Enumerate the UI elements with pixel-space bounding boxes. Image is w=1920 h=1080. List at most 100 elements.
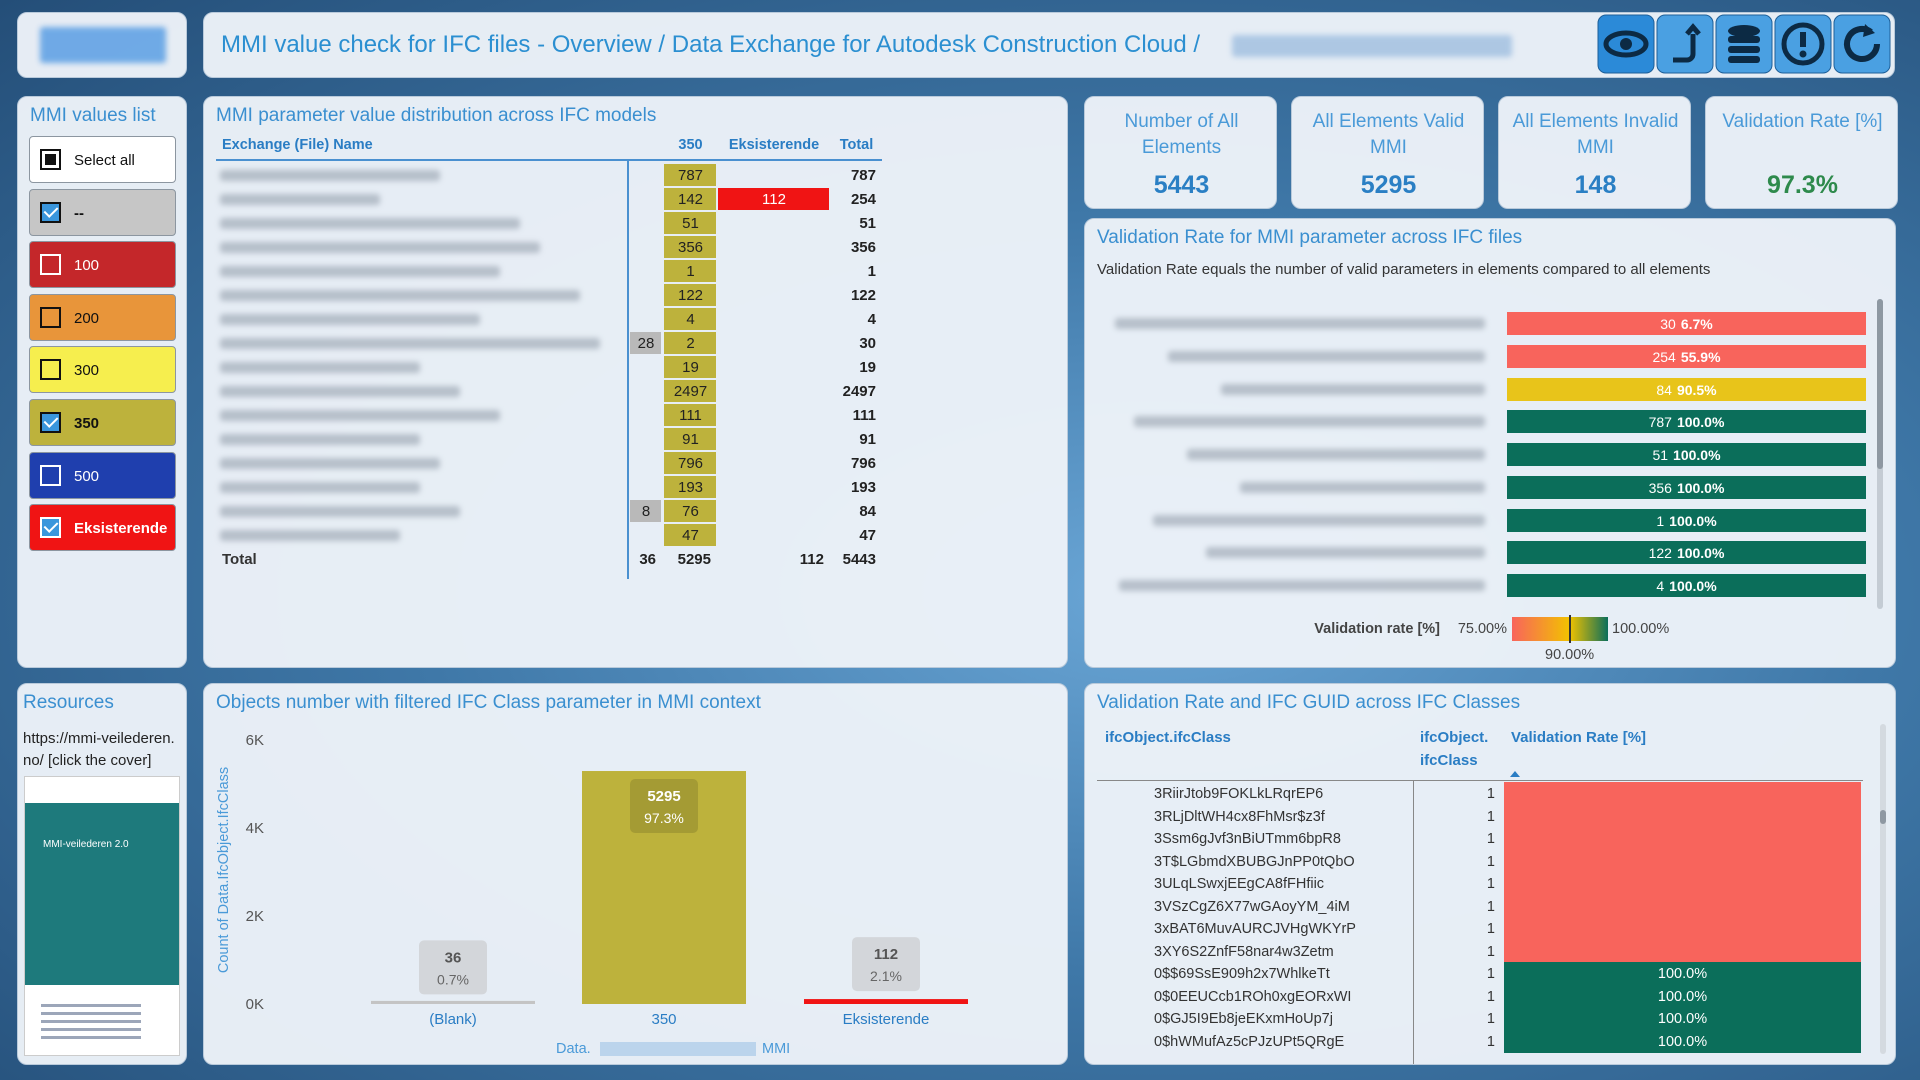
count-label: 787 (1648, 414, 1672, 431)
kpi-card: All Elements Valid MMI 5295 (1291, 96, 1484, 209)
x-axis-label: MMI (762, 1041, 790, 1057)
legend-mid: 90.00% (1545, 647, 1595, 663)
rate-bar: 30 6.7% (1507, 312, 1866, 335)
row-name-blur (1221, 383, 1485, 395)
bar-label: 30 6.7% (1507, 316, 1866, 332)
rate-label: 6.7% (1680, 316, 1713, 332)
slicer-item[interactable]: 350 (29, 399, 176, 446)
chart-title: Objects number with filtered IFC Class p… (216, 692, 761, 713)
data-label: 36 (445, 949, 462, 966)
rate-cell: 100.0% (1504, 1007, 1861, 1030)
cell-value: 1 (867, 263, 876, 280)
header-rule (1097, 780, 1863, 781)
plot: 0K 2K 4K 6K Count of Data.IfcObject.IfcClass… (216, 732, 968, 1057)
row-name-blur (220, 314, 480, 325)
count: 1 (1486, 898, 1495, 915)
count-label: 1 (1656, 512, 1665, 529)
icon-database[interactable] (1715, 14, 1773, 74)
matrix-cell (664, 356, 716, 378)
checkbox (40, 149, 61, 170)
rate-label: 100.0% (1676, 545, 1725, 562)
rate-cell (1504, 917, 1861, 940)
cell-value: 796 (850, 455, 876, 472)
guid: 0$hWMufAz5cPJzUPt5QRgE (1154, 1033, 1345, 1050)
column-rule (627, 159, 629, 579)
icon-info[interactable] (1774, 14, 1832, 74)
matrix-title: MMI parameter value distribution across … (216, 105, 657, 126)
cell-value: 51 (859, 215, 876, 232)
matrix-cell (664, 260, 716, 282)
scroll-thumb (1877, 299, 1883, 469)
slicer-item[interactable]: 200 (29, 293, 176, 341)
legend-min: 75.00% (1457, 621, 1507, 637)
total-value: 36 (639, 551, 656, 568)
checkbox (40, 359, 61, 381)
check-mark (43, 518, 59, 534)
cell-value: 47 (682, 527, 699, 544)
matrix-cell (664, 452, 716, 474)
count-label: 30 (1660, 316, 1676, 332)
row-name-blur (1206, 547, 1485, 559)
title-blur (1232, 35, 1512, 57)
percent-label: 97.3% (644, 810, 684, 826)
matrix-cell (664, 428, 716, 450)
row-name-blur (220, 266, 500, 277)
rate-bar: 254 55.9% (1507, 344, 1866, 368)
column-header: 350 (678, 137, 703, 153)
guid: 3RLjDltWH4cx8FhMsr$z3f (1154, 808, 1325, 825)
guid-table: Validation Rate and IFC GUID across IFC … (1084, 683, 1896, 1065)
row-name-blur (220, 410, 500, 421)
slicer-label: -- (74, 204, 84, 222)
cover[interactable]: MMI-veilederen 2.0 (24, 776, 180, 1056)
icon-exchange[interactable] (1656, 14, 1714, 74)
rate-cell: 100.0% (1504, 962, 1861, 985)
x-tick-label: Eksisterende (843, 1011, 930, 1028)
slicer-item[interactable]: Eksisterende (29, 504, 176, 552)
cell-value: 112 (762, 191, 786, 208)
checkbox (40, 306, 61, 328)
row-name-blur (220, 290, 580, 301)
card-value: 148 (1574, 171, 1617, 199)
chart-title: Validation Rate for MMI parameter across… (1097, 227, 1523, 248)
guid: 0$$69SsE909h2x7WhlkeTt (1154, 966, 1330, 982)
row-name-blur (1187, 449, 1485, 460)
icon-refresh[interactable] (1833, 14, 1891, 74)
x-tick-label: (Blank) (429, 1011, 477, 1028)
rate-cell (1504, 939, 1861, 963)
slicer-item[interactable]: Select all (29, 136, 176, 183)
count-label: 51 (1652, 447, 1669, 463)
header-icons (1597, 14, 1891, 74)
guid: 3Ssm6gJvf3nBiUTmm6bpR8 (1154, 831, 1341, 847)
rate-label: 100.0% (1676, 479, 1725, 496)
cell-value: 111 (679, 407, 702, 424)
matrix-cell (664, 500, 716, 522)
slicer-item[interactable]: 300 (29, 346, 176, 394)
guid: 3RiirJtob9FOKLkLRqrEP6 (1154, 786, 1324, 802)
row-name-blur (220, 194, 380, 205)
cell-value: 84 (859, 503, 876, 520)
column-header: Eksisterende (728, 137, 820, 153)
logo (17, 12, 187, 78)
column-header: Validation Rate [%] (1511, 729, 1647, 746)
kpi-card: Validation Rate [%] 97.3% (1705, 96, 1898, 209)
row-name-blur (1168, 350, 1485, 362)
slicer-item[interactable]: -- (29, 188, 176, 236)
slicer-item[interactable]: 100 (29, 241, 176, 289)
bar (582, 771, 746, 1004)
slicer-item[interactable]: 500 (29, 451, 176, 499)
rate-cell: 100.0% (1504, 984, 1861, 1008)
icon-view[interactable] (1597, 14, 1655, 74)
scroll-thumb (1880, 810, 1886, 824)
checkbox (40, 254, 61, 276)
guid: 3T$LGbmdXBUBGJnPP0tQbO (1154, 853, 1355, 870)
count: 1 (1486, 831, 1495, 847)
logo-blur (40, 27, 166, 63)
page-title: MMI value check for IFC files - Overview… (221, 31, 1201, 58)
scrollbar (1880, 724, 1886, 1054)
validation-chart: Validation Rate for MMI parameter across… (1084, 218, 1896, 668)
count: 1 (1486, 1011, 1495, 1027)
guid: 0$GJ5I9Eb8jeEKxmHoUp7j (1154, 1011, 1333, 1027)
matrix-cell (630, 332, 661, 354)
matrix-cell (664, 308, 716, 330)
slicer-label: 350 (74, 415, 100, 432)
